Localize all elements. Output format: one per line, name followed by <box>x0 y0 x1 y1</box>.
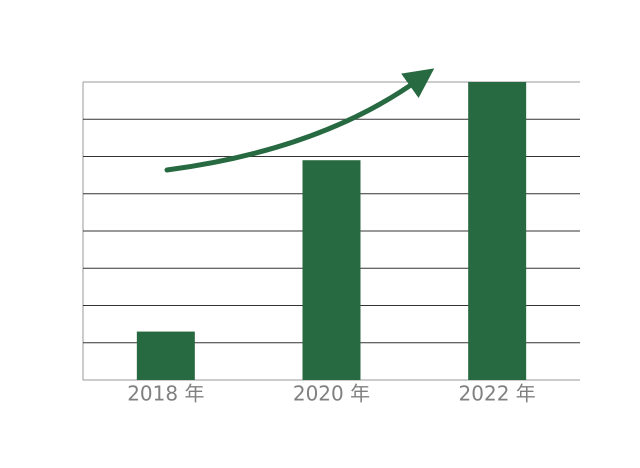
x-tick-label: 2022 年 <box>459 382 536 406</box>
bar <box>302 160 361 380</box>
bar <box>136 331 195 380</box>
plot-area: 2018 年 2020 年 2022 年 <box>83 81 580 406</box>
x-tick-label: 2018 年 <box>127 382 204 406</box>
bar <box>468 82 527 380</box>
x-tick-label: 2020 年 <box>293 382 370 406</box>
growth-arrow <box>164 68 435 173</box>
